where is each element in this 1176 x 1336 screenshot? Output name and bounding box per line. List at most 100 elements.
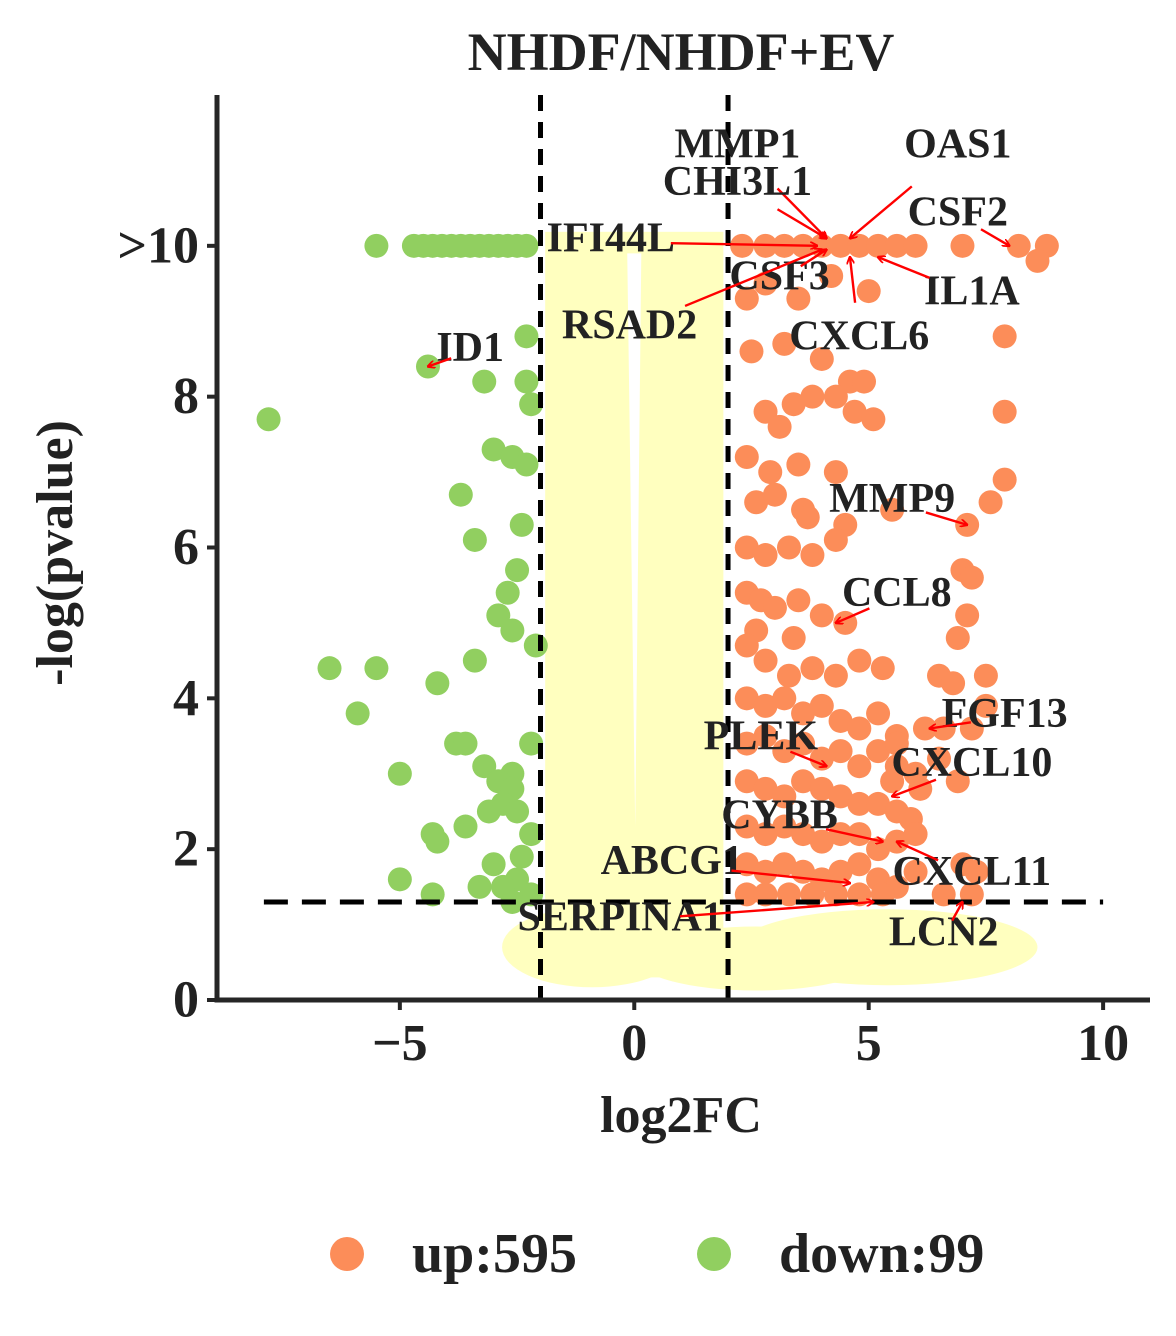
point-up	[884, 731, 909, 756]
gene-arrow	[731, 869, 849, 884]
point-up	[809, 346, 834, 371]
y-tick-label: >10	[117, 217, 199, 274]
legend-marker-up	[330, 1237, 364, 1271]
point-down	[453, 731, 478, 756]
point-up	[973, 693, 998, 718]
point-up	[753, 724, 778, 749]
point-up	[852, 369, 877, 394]
point-up	[744, 490, 769, 515]
point-up	[772, 331, 797, 356]
point-up	[781, 392, 806, 417]
point-down	[467, 874, 492, 899]
point-up	[772, 814, 797, 839]
point-up	[753, 271, 778, 296]
point-up	[791, 769, 816, 794]
y-tick-label: 4	[173, 670, 199, 727]
point-up	[823, 384, 848, 409]
gene-arrow	[679, 902, 873, 918]
point-down	[387, 867, 412, 892]
point-down	[509, 844, 534, 869]
point-up	[734, 769, 759, 794]
point-up	[950, 233, 975, 258]
point-down	[345, 701, 370, 726]
point-up	[847, 852, 872, 877]
point-down	[523, 633, 548, 658]
point-down	[495, 580, 520, 605]
ns-points-cluster	[502, 907, 683, 988]
point-up	[1025, 248, 1050, 273]
point-up	[847, 791, 872, 816]
chart-title: NHDF/NHDF+EV	[468, 22, 895, 82]
legend-item-up: up:595	[330, 1222, 577, 1286]
point-up	[753, 776, 778, 801]
point-up	[880, 497, 905, 522]
point-up	[870, 656, 895, 681]
point-up	[927, 746, 952, 771]
point-up	[828, 739, 853, 764]
x-tick-label: 5	[856, 1015, 882, 1072]
point-down	[519, 392, 544, 417]
point-up	[978, 490, 1003, 515]
legend-label-down: down:99	[778, 1223, 985, 1285]
point-up	[823, 663, 848, 688]
point-up	[828, 822, 853, 847]
point-up	[734, 535, 759, 560]
point-down	[505, 558, 530, 583]
point-up	[800, 543, 825, 568]
point-up	[866, 701, 891, 726]
series-down	[256, 233, 548, 914]
point-up	[842, 399, 867, 424]
gene-label: CCL8	[842, 570, 952, 616]
x-tick-label: 10	[1077, 1015, 1129, 1072]
point-down	[453, 814, 478, 839]
point-up	[734, 633, 759, 658]
point-up	[734, 852, 759, 877]
point-up	[823, 460, 848, 485]
point-up	[800, 384, 825, 409]
point-up	[772, 784, 797, 809]
point-up	[781, 626, 806, 650]
gene-label: CSF3	[729, 253, 829, 299]
point-down	[481, 437, 506, 462]
gene-arrow	[670, 243, 817, 246]
point-up	[776, 663, 801, 688]
legend-marker-down	[696, 1237, 731, 1271]
point-up	[753, 822, 778, 847]
point-up	[772, 739, 797, 764]
point-down	[364, 656, 389, 681]
gene-label: CSF2	[908, 189, 1008, 235]
point-down	[425, 829, 450, 854]
point-up	[791, 701, 816, 726]
point-up	[786, 286, 811, 311]
point-down	[476, 799, 501, 824]
point-down	[505, 799, 530, 824]
point-up	[753, 693, 778, 718]
point-up	[903, 859, 928, 884]
gene-label: SERPINA1	[518, 894, 723, 940]
point-down	[387, 761, 412, 786]
gene-label: PLEK	[704, 713, 819, 759]
point-down	[462, 648, 487, 673]
point-up	[866, 233, 891, 258]
point-up	[786, 452, 811, 477]
point-up	[753, 859, 778, 884]
point-down	[317, 656, 342, 681]
point-up	[809, 693, 834, 718]
point-up	[819, 264, 844, 288]
point-down	[519, 822, 544, 847]
point-up	[795, 505, 820, 530]
point-up	[847, 648, 872, 673]
point-down	[514, 324, 539, 349]
point-up	[866, 791, 891, 816]
gene-label: OAS1	[904, 121, 1011, 167]
gene-arrow	[776, 208, 827, 238]
gene-arrow	[897, 842, 939, 862]
point-up	[734, 814, 759, 839]
point-up	[828, 233, 853, 258]
point-up	[992, 324, 1017, 349]
gene-arrow	[930, 721, 972, 728]
legend: up:595 down:99	[330, 1222, 984, 1286]
point-down	[514, 369, 539, 394]
y-tick-label: 6	[173, 519, 199, 576]
gene-label: CXCL10	[891, 740, 1052, 786]
